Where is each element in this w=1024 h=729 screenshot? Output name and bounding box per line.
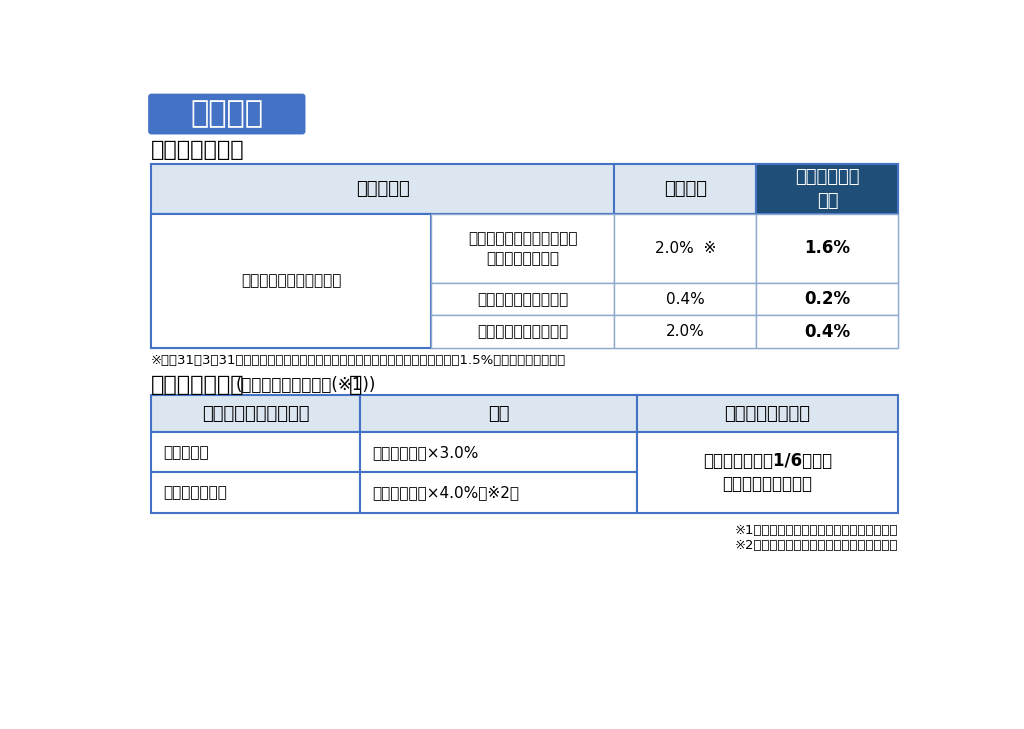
Text: ※平成31年3月31日までの間、土地を売買した場合の登録免許税は、一般的に、1.5%に軽減されている。: ※平成31年3月31日までの間、土地を売買した場合の登録免許税は、一般的に、1.… — [152, 354, 566, 367]
Text: 【不動産取得税: 【不動産取得税 — [152, 375, 245, 394]
Bar — [757, 164, 898, 214]
Text: 合併による移転の登記: 合併による移転の登記 — [477, 292, 568, 307]
Text: 【登録免許税】: 【登録免許税】 — [152, 140, 245, 160]
Text: ※2　事務所や宿舎所の一定の不動産は除く: ※2 事務所や宿舎所の一定の不動産は除く — [735, 539, 898, 553]
Text: 1.6%: 1.6% — [805, 239, 850, 257]
Text: 土地・住宅: 土地・住宅 — [163, 445, 209, 460]
Bar — [360, 472, 637, 512]
Bar — [614, 316, 757, 348]
Text: 事業に必要な資産の譲受け
による移転の登記: 事業に必要な資産の譲受け による移転の登記 — [468, 231, 578, 266]
Text: 通常税率: 通常税率 — [664, 180, 707, 198]
Bar — [152, 214, 898, 348]
Bar — [614, 164, 757, 214]
Bar — [757, 283, 898, 316]
Text: 2.0%  ※: 2.0% ※ — [654, 241, 716, 256]
Text: 計画認定時の
税率: 計画認定時の 税率 — [795, 168, 859, 209]
Bar — [152, 432, 360, 472]
Text: 不動産所有権移転の登記: 不動産所有権移転の登記 — [241, 273, 342, 288]
Text: 分割による移転の登記: 分割による移転の登記 — [477, 324, 568, 339]
Bar — [757, 214, 898, 283]
Text: 0.4%: 0.4% — [666, 292, 705, 307]
Text: 税額: 税額 — [487, 405, 509, 423]
FancyBboxPatch shape — [148, 93, 305, 134]
Text: 計画認定時の特例: 計画認定時の特例 — [725, 405, 811, 423]
Text: (事業譲渡の場合のみ(※1)): (事業譲渡の場合のみ(※1)) — [236, 375, 376, 394]
Text: ※1　合併や一定の会社分割の場合は非課税: ※1 合併や一定の会社分割の場合は非課税 — [735, 524, 898, 537]
Text: 登録の種類: 登録の種類 — [356, 180, 410, 198]
Text: 取得する不動産の種類: 取得する不動産の種類 — [202, 405, 309, 423]
Bar — [431, 214, 614, 283]
Bar — [152, 472, 360, 512]
Bar — [614, 283, 757, 316]
Text: 対象要件: 対象要件 — [190, 100, 263, 128]
Text: 】: 】 — [349, 375, 362, 394]
Bar — [431, 283, 614, 316]
Bar — [360, 432, 637, 472]
Text: 住宅以外の家屋: 住宅以外の家屋 — [163, 485, 226, 500]
Text: 不動産の価格×3.0%: 不動産の価格×3.0% — [372, 445, 478, 460]
Bar — [431, 316, 614, 348]
Bar — [637, 432, 898, 512]
Text: 不動産の価格の1/6相当額
を課税標準から控除: 不動産の価格の1/6相当額 を課税標準から控除 — [703, 452, 833, 494]
Text: 0.4%: 0.4% — [804, 322, 851, 340]
Text: 2.0%: 2.0% — [666, 324, 705, 339]
Bar — [152, 395, 360, 432]
Bar — [152, 214, 431, 348]
Text: 不動産の価格×4.0%（※2）: 不動産の価格×4.0%（※2） — [372, 485, 519, 500]
Bar — [614, 214, 757, 283]
Text: 0.2%: 0.2% — [804, 290, 851, 308]
Bar — [360, 395, 637, 432]
Bar — [152, 97, 302, 131]
Bar — [637, 395, 898, 432]
Bar — [757, 316, 898, 348]
Bar — [152, 164, 898, 214]
